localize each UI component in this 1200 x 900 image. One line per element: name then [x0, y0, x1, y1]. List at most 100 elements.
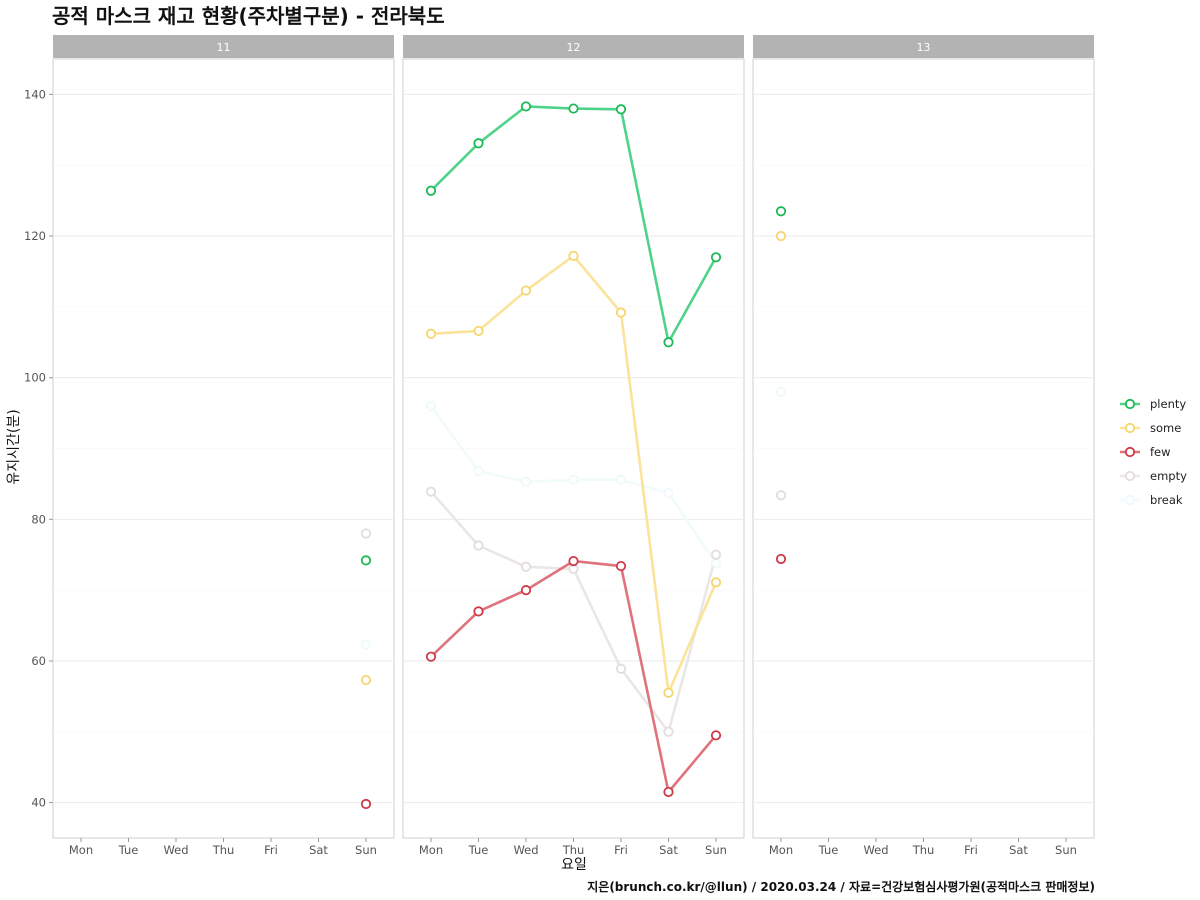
data-point-some [520, 285, 532, 296]
data-point-empty [710, 549, 722, 560]
data-point-some [360, 674, 372, 686]
x-tick-label: Wed [513, 843, 538, 857]
y-tick-label: 60 [31, 654, 46, 668]
x-tick-label: Thu [912, 843, 935, 857]
data-point-few [568, 556, 579, 567]
data-point-plenty [775, 206, 787, 217]
y-tick-label: 80 [31, 512, 46, 526]
data-point-break [615, 474, 627, 485]
legend-item-few: few [1120, 445, 1171, 459]
x-tick-label: Wed [863, 843, 888, 857]
data-point-plenty [615, 104, 627, 115]
data-point-plenty [710, 252, 722, 263]
legend-item-some: some [1120, 421, 1181, 435]
y-tick-label: 40 [31, 796, 46, 810]
facet-panel-11: 11 Mon Tue Wed Thu Fri Sat Sun [52, 35, 395, 857]
x-axis-title: 요일 [561, 857, 587, 873]
legend-label: some [1150, 421, 1181, 435]
facet-strip [753, 35, 1094, 58]
legend-key-point [1124, 494, 1136, 506]
facet-strip [53, 35, 394, 58]
legend-key-point [1124, 398, 1136, 410]
x-tick-label: Fri [614, 843, 628, 857]
data-point-break [568, 474, 579, 485]
y-tick-label: 100 [24, 371, 46, 385]
x-tick-label: Tue [818, 843, 839, 857]
data-point-few [520, 585, 532, 596]
x-tick-label: Sat [659, 843, 678, 857]
data-point-break [520, 476, 532, 487]
data-point-empty [775, 490, 787, 501]
facet-strip [403, 35, 744, 58]
data-point-empty [520, 561, 532, 572]
data-point-some [775, 230, 787, 242]
x-tick-label: Sun [705, 843, 727, 857]
facet-panel-13: 13 Mon Tue Wed Thu Fri Sat Sun [752, 35, 1095, 857]
data-point-empty [360, 528, 372, 539]
legend-key-point [1124, 422, 1136, 434]
data-point-few [360, 798, 372, 810]
data-point-few [615, 560, 627, 572]
legend-item-break: break [1120, 493, 1183, 507]
data-point-plenty [425, 185, 437, 196]
data-point-break [473, 466, 484, 477]
x-tick-label: Mon [419, 843, 443, 857]
data-point-empty [615, 663, 627, 674]
x-tick-label: Sat [1009, 843, 1028, 857]
chart-title: 공적 마스크 재고 현황(주차별구분) - 전라북도 [52, 4, 445, 28]
facet-strip-label: 11 [217, 41, 231, 54]
legend-label: few [1150, 445, 1171, 459]
x-tick-label: Thu [212, 843, 235, 857]
data-point-some [663, 687, 674, 698]
y-axis: 40 60 80 100 120 140 [24, 87, 53, 810]
legend-item-empty: empty [1120, 469, 1187, 483]
legend-key-point [1124, 446, 1136, 458]
facet-strip-label: 13 [917, 41, 931, 54]
x-tick-label: Sat [309, 843, 328, 857]
legend-label: plenty [1150, 397, 1186, 411]
x-tick-label: Mon [769, 843, 793, 857]
data-point-plenty [473, 138, 484, 149]
data-point-break [775, 386, 787, 397]
legend-label: break [1150, 493, 1183, 507]
legend-item-plenty: plenty [1120, 397, 1186, 411]
data-point-empty [425, 486, 437, 497]
chart-caption: 지은(brunch.co.kr/@llun) / 2020.03.24 / 자료… [587, 879, 1095, 894]
legend-key-point [1124, 470, 1136, 482]
data-point-some [568, 250, 579, 261]
y-tick-label: 140 [24, 87, 46, 101]
x-tick-label: Thu [562, 843, 585, 857]
data-point-plenty [360, 555, 372, 566]
data-point-some [615, 307, 627, 318]
x-tick-label: Sun [355, 843, 377, 857]
legend: plenty some few empty break [1120, 397, 1187, 507]
data-point-some [710, 577, 722, 588]
data-point-break [663, 488, 674, 499]
x-tick-label: Fri [964, 843, 978, 857]
x-tick-label: Tue [468, 843, 489, 857]
y-tick-label: 120 [24, 229, 46, 243]
x-tick-label: Mon [69, 843, 93, 857]
data-point-few [775, 553, 787, 565]
x-tick-label: Sun [1055, 843, 1077, 857]
y-axis-title: 유지시간(분) [6, 409, 22, 484]
data-point-few [425, 651, 437, 662]
data-point-break [360, 639, 372, 650]
data-point-few [710, 730, 722, 741]
data-point-some [473, 325, 484, 337]
facet-panels: 11 Mon Tue Wed Thu Fri Sat Sun 12 Mon Tue Wed Thu Fri… [24, 35, 1095, 857]
data-point-plenty [568, 103, 579, 114]
data-point-break [710, 558, 722, 569]
x-tick-label: Tue [118, 843, 139, 857]
data-point-plenty [520, 101, 532, 112]
data-point-few [473, 606, 484, 617]
legend-label: empty [1150, 469, 1187, 483]
x-tick-label: Wed [163, 843, 188, 857]
facet-strip-label: 12 [567, 41, 581, 54]
data-point-empty [473, 540, 484, 551]
data-point-plenty [663, 337, 674, 348]
data-point-few [663, 786, 674, 798]
data-point-empty [663, 726, 674, 737]
x-tick-label: Fri [264, 843, 278, 857]
